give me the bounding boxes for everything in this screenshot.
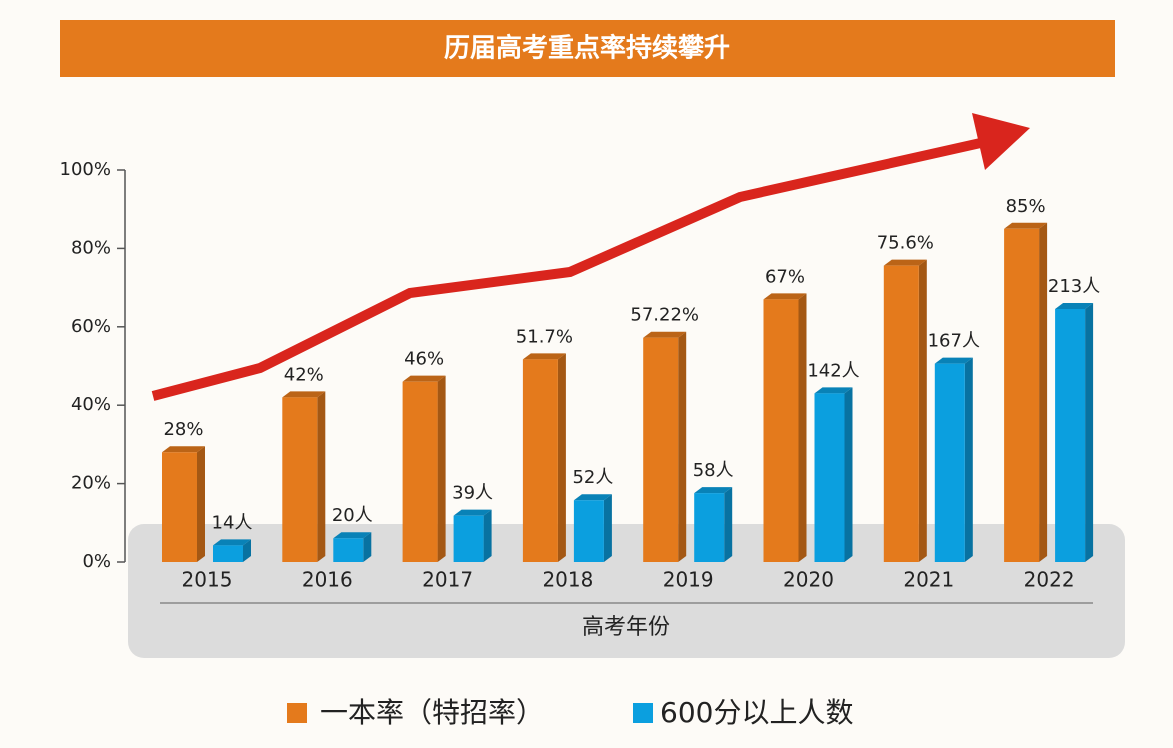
value-label: 14人 xyxy=(212,512,253,533)
bar-top xyxy=(213,539,251,546)
bar-side xyxy=(483,509,492,562)
x-axis-band xyxy=(128,524,1125,658)
bar xyxy=(282,397,318,562)
bar-top xyxy=(333,532,372,539)
bar-top xyxy=(643,331,687,338)
bar xyxy=(763,299,799,562)
bar xyxy=(643,337,679,562)
bar xyxy=(402,381,438,562)
y-tick-label: 60% xyxy=(71,316,111,337)
bar-top xyxy=(402,375,446,382)
x-axis-title: 高考年份 xyxy=(582,615,670,640)
value-label: 57.22% xyxy=(630,305,699,326)
title-band xyxy=(60,20,1115,77)
trend-arrow xyxy=(151,137,987,401)
bar-side xyxy=(197,446,205,562)
bar-top xyxy=(814,387,853,394)
bar-top xyxy=(694,487,733,494)
value-label: 167人 xyxy=(928,331,980,352)
bar xyxy=(694,493,725,562)
bar-side xyxy=(363,532,372,562)
value-label: 42% xyxy=(284,364,324,385)
bar-side xyxy=(918,259,927,562)
bar-side xyxy=(557,353,566,562)
x-tick-label: 2020 xyxy=(783,568,834,592)
bar-side xyxy=(964,357,973,562)
bar xyxy=(883,265,919,562)
bar xyxy=(333,538,364,562)
value-label: 52人 xyxy=(572,467,613,488)
bar-side xyxy=(678,331,687,562)
bar-side xyxy=(724,487,733,562)
chart-title: 历届高考重点率持续攀升 xyxy=(444,33,730,64)
bar-side xyxy=(844,387,853,562)
legend-label: 600分以上人数 xyxy=(660,696,853,729)
bar xyxy=(1004,228,1040,563)
legend-swatch xyxy=(633,703,653,723)
value-label: 75.6% xyxy=(877,233,934,254)
bar-top xyxy=(934,357,973,364)
bar-top xyxy=(573,494,612,501)
x-tick-label: 2019 xyxy=(663,568,714,592)
bar xyxy=(573,500,604,562)
x-tick-label: 2015 xyxy=(182,568,233,592)
value-label: 67% xyxy=(765,266,805,287)
bar xyxy=(1055,308,1086,562)
bar-side xyxy=(603,494,612,562)
bar xyxy=(162,452,197,562)
bar-side xyxy=(1085,302,1094,562)
value-label: 28% xyxy=(163,419,203,440)
x-tick-label: 2017 xyxy=(422,568,473,592)
bar-side xyxy=(1039,222,1048,563)
x-tick-label: 2018 xyxy=(542,568,593,592)
bar-side xyxy=(437,375,446,562)
value-label: 20人 xyxy=(332,505,373,526)
bar-top xyxy=(522,353,566,360)
trend-arrowhead xyxy=(972,113,1030,170)
value-label: 58人 xyxy=(693,460,734,481)
value-label: 85% xyxy=(1006,196,1046,217)
bar-top xyxy=(883,259,927,266)
legend-swatch xyxy=(287,703,307,723)
bar xyxy=(453,515,484,562)
bar-side xyxy=(243,539,251,562)
bar-top xyxy=(1055,302,1094,309)
bar xyxy=(814,393,845,562)
y-tick-label: 80% xyxy=(71,237,111,258)
value-label: 39人 xyxy=(452,483,493,504)
bar-side xyxy=(798,293,807,562)
bar xyxy=(213,545,243,562)
legend-label: 一本率（特招率） xyxy=(320,696,544,729)
bar xyxy=(934,363,965,562)
bar-top xyxy=(453,509,492,516)
x-tick-label: 2022 xyxy=(1024,568,1075,592)
bar xyxy=(522,359,558,562)
x-tick-label: 2021 xyxy=(903,568,954,592)
value-label: 51.7% xyxy=(516,326,573,347)
x-tick-label: 2016 xyxy=(302,568,353,592)
value-label: 46% xyxy=(404,349,444,370)
y-tick-label: 100% xyxy=(60,159,111,180)
bar-top xyxy=(282,391,326,398)
bar-top xyxy=(763,293,807,300)
y-tick-label: 0% xyxy=(82,551,111,572)
bar-top xyxy=(162,446,205,453)
y-tick-label: 40% xyxy=(71,394,111,415)
bar-top xyxy=(1004,222,1048,229)
bar-side xyxy=(317,391,326,562)
value-label: 213人 xyxy=(1048,276,1100,297)
value-label: 142人 xyxy=(807,360,859,381)
y-tick-label: 20% xyxy=(71,473,111,494)
